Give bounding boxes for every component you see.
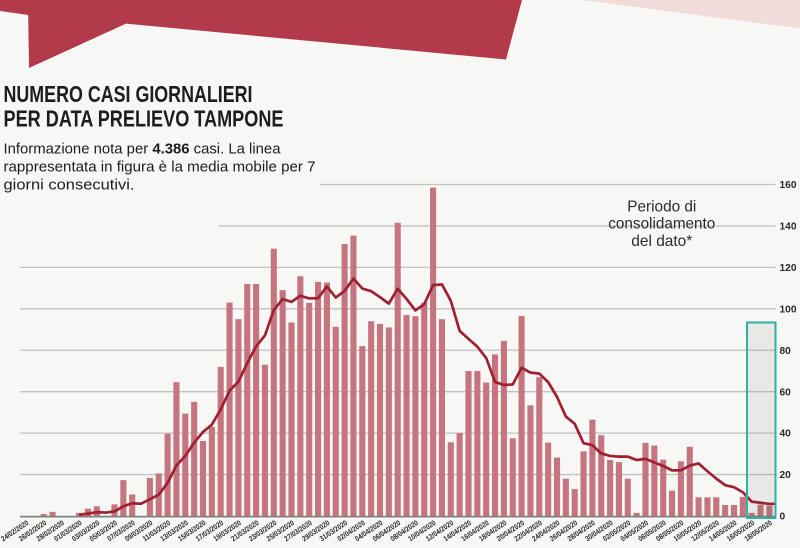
svg-text:0: 0: [780, 512, 786, 523]
svg-text:20: 20: [780, 470, 792, 481]
svg-text:consolidamento: consolidamento: [608, 216, 715, 233]
svg-text:rappresentata in figura è la m: rappresentata in figura è la media mobil…: [4, 159, 316, 176]
svg-text:140: 140: [780, 222, 797, 233]
svg-text:NUMERO CASI GIORNALIERI: NUMERO CASI GIORNALIERI: [4, 81, 253, 107]
svg-text:120: 120: [780, 263, 797, 274]
svg-text:del dato*: del dato*: [631, 233, 692, 250]
svg-text:80: 80: [780, 346, 792, 357]
svg-text:60: 60: [780, 387, 792, 398]
svg-text:Periodo di: Periodo di: [627, 198, 696, 215]
svg-text:40: 40: [780, 429, 792, 440]
svg-text:Informazione nota per 4.386 c: Informazione nota per 4.386 casi. La lin…: [4, 141, 282, 158]
svg-text:giorni consecutivi.: giorni consecutivi.: [4, 177, 135, 194]
svg-text:100: 100: [780, 304, 797, 315]
svg-text:160: 160: [780, 180, 797, 191]
svg-text:PER DATA PRELIEVO TAMPONE: PER DATA PRELIEVO TAMPONE: [4, 106, 284, 132]
